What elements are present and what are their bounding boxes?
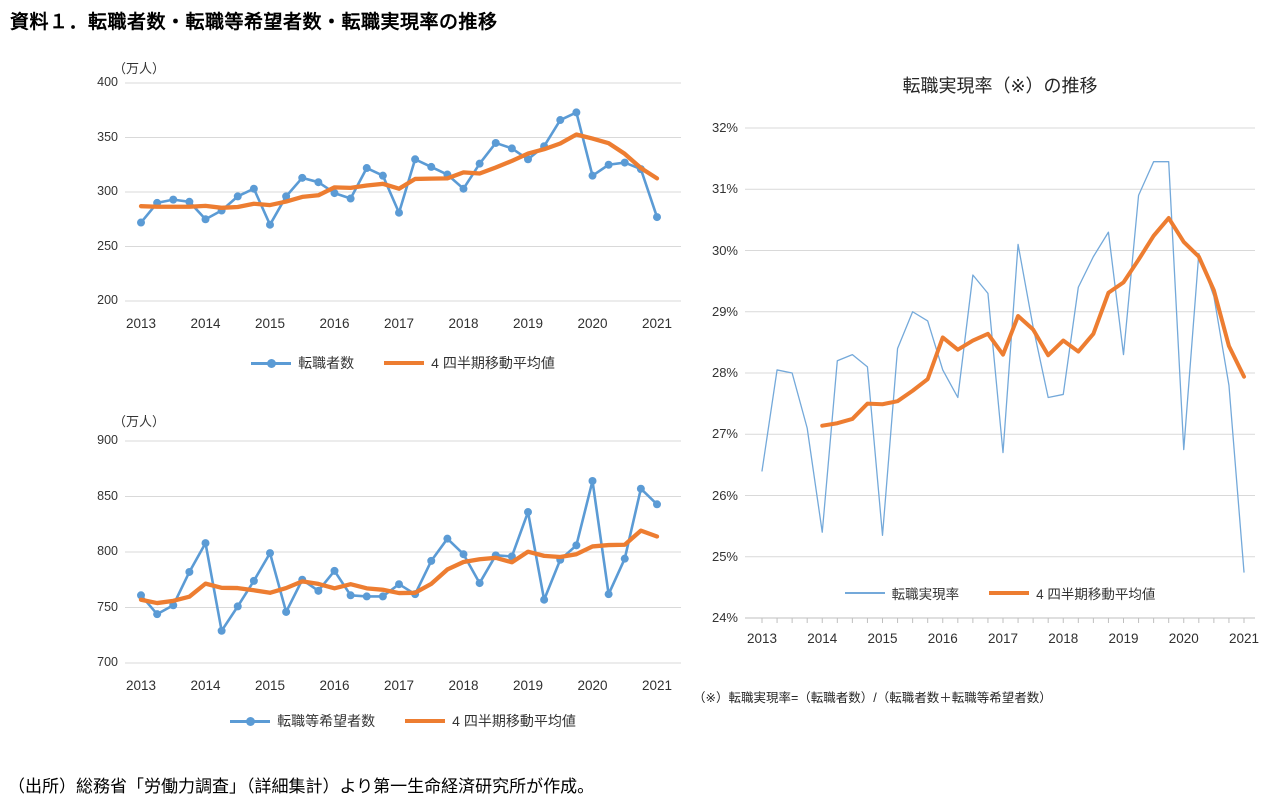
data-point-marker [137, 218, 145, 227]
data-point-marker [427, 556, 436, 565]
data-point-marker [588, 476, 597, 485]
data-point-marker [249, 576, 258, 585]
data-point-marker [233, 602, 242, 611]
orange-line-swatch-icon [384, 361, 425, 365]
data-point-marker [491, 138, 500, 147]
data-point-marker [653, 500, 661, 509]
data-point-marker [362, 592, 371, 601]
source-note: （出所）総務省「労働力調査」（詳細集計）より第一生命経済研究所が作成。 [8, 777, 595, 796]
data-point-marker [378, 171, 387, 180]
data-point-marker [572, 541, 581, 550]
data-point-marker [185, 567, 194, 576]
data-point-marker [507, 144, 516, 153]
legend-label: 転職実現率 [891, 587, 960, 602]
bottom-chart-unit-label: （万人） [113, 414, 166, 429]
data-point-marker [169, 195, 178, 204]
data-point-marker [604, 590, 613, 599]
series-line-4 四半期移動平均値 [138, 132, 660, 210]
data-point-marker [556, 116, 565, 125]
data-point-marker [266, 220, 274, 229]
data-point-marker [459, 184, 468, 193]
thin-blue-line-swatch-icon [844, 592, 885, 594]
data-point-marker [249, 184, 258, 193]
data-point-marker [411, 155, 420, 164]
data-point-marker [653, 213, 661, 222]
data-point-marker [524, 155, 532, 164]
rate-chart-title: 転職実現率（※）の推移 [902, 76, 1098, 96]
data-point-marker [330, 566, 339, 575]
bottom-chart-legend: 転職等希望者数 4 四半期移動平均値 [125, 711, 681, 731]
legend-label: 4 四半期移動平均値 [1036, 587, 1156, 602]
data-point-marker [201, 215, 210, 224]
data-point-marker [620, 554, 629, 563]
data-point-marker [475, 159, 484, 168]
legend-label: 転職等希望者数 [277, 713, 376, 729]
blue-line-marker-swatch-icon [230, 716, 271, 726]
legend-label: 4 四半期移動平均値 [452, 713, 576, 729]
rate-formula-footnote: （※）転職実現率=（転職者数）/（転職者数＋転職等希望者数） [693, 691, 1052, 705]
data-point-marker [282, 607, 291, 616]
data-point-marker [459, 550, 468, 559]
data-point-marker [217, 626, 226, 635]
data-point-marker [395, 208, 403, 217]
top-chart-unit-label: （万人） [113, 61, 166, 76]
data-point-marker [362, 164, 371, 173]
series-line-4 四半期移動平均値 [138, 528, 660, 606]
data-point-marker [314, 178, 323, 187]
series-line-転職等希望者数 [139, 479, 659, 633]
data-point-marker [604, 160, 613, 169]
data-point-marker [443, 534, 452, 543]
marker-dot-icon [246, 716, 256, 726]
data-point-marker [395, 580, 403, 589]
data-point-marker [314, 586, 323, 595]
data-point-marker [346, 591, 355, 600]
orange-line-swatch-icon [405, 719, 446, 723]
data-point-marker [233, 192, 242, 201]
blue-line-marker-swatch-icon [251, 358, 292, 368]
legend-label: 転職者数 [298, 355, 355, 371]
data-point-marker [153, 610, 162, 619]
rate-chart-legend: 転職実現率 4 四半期移動平均値 [745, 583, 1255, 603]
orange-line-swatch-icon [989, 591, 1030, 595]
data-point-marker [266, 549, 274, 558]
data-point-marker [572, 108, 581, 117]
data-point-marker [282, 192, 291, 201]
data-point-marker [185, 197, 194, 206]
data-point-marker [298, 173, 307, 182]
data-point-marker [378, 592, 387, 601]
top-chart-legend: 転職者数 4 四半期移動平均値 [125, 353, 681, 373]
legend-item-job-change-hopefuls: 転職等希望者数 [230, 711, 375, 731]
data-point-marker [636, 484, 645, 493]
data-point-marker [137, 591, 145, 600]
data-point-marker [620, 158, 629, 167]
legend-item-moving-average: 4 四半期移動平均値 [384, 353, 555, 373]
data-point-marker [540, 595, 549, 604]
data-point-marker [330, 189, 339, 198]
page-title: 資料１．転職者数・転職等希望者数・転職実現率の推移 [10, 12, 498, 33]
legend-item-moving-average: 4 四半期移動平均値 [989, 583, 1155, 603]
data-point-marker [475, 579, 484, 588]
series-line-4 四半期移動平均値 [820, 216, 1246, 428]
data-point-marker [588, 171, 597, 180]
series-line-転職実現率 [761, 161, 1245, 573]
data-point-marker [427, 162, 436, 171]
marker-dot-icon [267, 358, 277, 368]
data-point-marker [201, 539, 210, 548]
legend-item-moving-average: 4 四半期移動平均値 [405, 711, 576, 731]
legend-item-job-changers: 転職者数 [251, 353, 354, 373]
data-point-marker [524, 508, 532, 517]
legend-item-realization-rate: 転職実現率 [844, 583, 960, 603]
data-point-marker [346, 194, 355, 203]
legend-label: 4 四半期移動平均値 [431, 355, 555, 371]
